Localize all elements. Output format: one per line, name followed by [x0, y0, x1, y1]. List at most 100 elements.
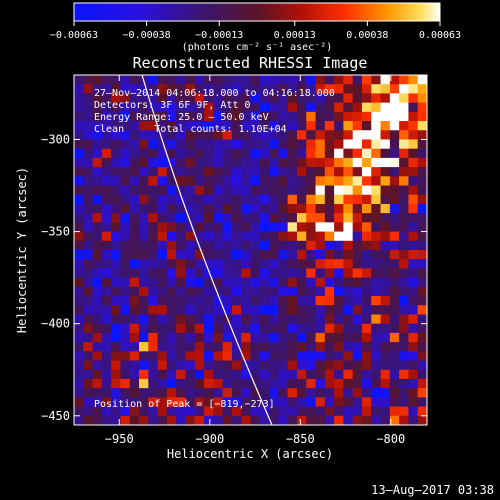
- heatmap-cell: [259, 194, 270, 205]
- heatmap-cell: [157, 139, 168, 150]
- heatmap-cell: [92, 351, 103, 362]
- heatmap-cell: [204, 75, 214, 85]
- heatmap-cell: [213, 93, 224, 104]
- heatmap-cell: [380, 415, 391, 425]
- heatmap-cell: [92, 75, 103, 85]
- heatmap-cell: [92, 268, 103, 279]
- heatmap-cell: [315, 139, 326, 150]
- heatmap-cell: [241, 305, 252, 316]
- heatmap-cell: [213, 130, 224, 141]
- heatmap-cell: [74, 369, 84, 380]
- heatmap-cell: [231, 167, 242, 177]
- heatmap-cell: [389, 121, 400, 131]
- heatmap-cell: [296, 231, 307, 242]
- heatmap-cell: [324, 194, 335, 205]
- heatmap-cell: [204, 378, 214, 389]
- heatmap-cell: [389, 415, 400, 425]
- heatmap-cell: [324, 139, 335, 150]
- heatmap-cell: [204, 342, 214, 352]
- heatmap-cell: [315, 176, 326, 187]
- heatmap-cell: [166, 121, 177, 131]
- heatmap-cell: [371, 75, 382, 85]
- heatmap-cell: [129, 323, 140, 334]
- heatmap-cell: [74, 342, 84, 352]
- heatmap-cell: [399, 75, 410, 85]
- heatmap-cell: [231, 231, 242, 242]
- heatmap-cell: [111, 351, 122, 362]
- heatmap-cell: [185, 148, 196, 159]
- heatmap-cell: [222, 406, 233, 417]
- heatmap-cell: [111, 93, 122, 104]
- heatmap-cell: [389, 167, 400, 177]
- heatmap-cell: [92, 360, 103, 371]
- heatmap-cell: [278, 406, 289, 417]
- heatmap-cell: [334, 397, 344, 408]
- heatmap-cell: [74, 157, 84, 168]
- heatmap-cell: [352, 102, 363, 113]
- heatmap-cell: [213, 388, 224, 398]
- heatmap-cell: [83, 305, 94, 316]
- heatmap-cell: [83, 277, 94, 288]
- heatmap-cell: [241, 342, 252, 352]
- heatmap-cell: [380, 314, 391, 325]
- heatmap-cell: [306, 93, 317, 104]
- heatmap-cell: [343, 240, 354, 251]
- heatmap-cell: [101, 139, 112, 150]
- heatmap-cell: [92, 240, 103, 251]
- heatmap-cell: [399, 213, 410, 223]
- heatmap-cell: [380, 406, 391, 417]
- heatmap-cell: [269, 378, 279, 389]
- heatmap-cell: [324, 148, 335, 159]
- heatmap-cell: [166, 388, 177, 398]
- heatmap-cell: [334, 305, 344, 316]
- heatmap-cell: [166, 111, 177, 122]
- heatmap-cell: [185, 351, 196, 362]
- heatmap-cell: [231, 240, 242, 251]
- heatmap-cell: [306, 167, 317, 177]
- heatmap-cell: [296, 185, 307, 196]
- heatmap-cell: [166, 250, 177, 260]
- heatmap-cell: [343, 111, 354, 122]
- heatmap-cell: [408, 231, 419, 242]
- heatmap-cell: [417, 314, 427, 325]
- y-axis-label: Heliocentric Y (arcsec): [15, 167, 29, 333]
- heatmap-cell: [315, 378, 326, 389]
- heatmap-cell: [315, 75, 326, 85]
- heatmap-cell: [139, 84, 149, 95]
- heatmap-cell: [399, 250, 410, 260]
- heatmap-cell: [278, 111, 289, 122]
- heatmap-cell: [371, 185, 382, 196]
- heatmap-cell: [287, 222, 298, 233]
- heatmap-cell: [259, 203, 270, 214]
- heatmap-cell: [83, 286, 94, 297]
- heatmap-cell: [129, 75, 140, 85]
- heatmap-cell: [231, 296, 242, 306]
- heatmap-cell: [92, 250, 103, 260]
- heatmap-cell: [306, 259, 317, 270]
- heatmap-cell: [361, 314, 372, 325]
- heatmap-cell: [306, 351, 317, 362]
- heatmap-cell: [139, 286, 149, 297]
- heatmap-cell: [241, 388, 252, 398]
- heatmap-cell: [343, 360, 354, 371]
- heatmap-cell: [83, 378, 94, 389]
- heatmap-cell: [157, 102, 168, 113]
- heatmap-cell: [278, 378, 289, 389]
- heatmap-cell: [296, 332, 307, 343]
- heatmap-cell: [241, 296, 252, 306]
- heatmap-cell: [389, 222, 400, 233]
- heatmap-cell: [343, 397, 354, 408]
- heatmap-cell: [361, 388, 372, 398]
- heatmap-cell: [315, 305, 326, 316]
- heatmap-cell: [222, 130, 233, 141]
- heatmap-cell: [408, 406, 419, 417]
- heatmap-cell: [380, 139, 391, 150]
- heatmap-cell: [222, 185, 233, 196]
- heatmap-cell: [139, 332, 149, 343]
- heatmap-cell: [148, 167, 159, 177]
- heatmap-cell: [380, 351, 391, 362]
- heatmap-cell: [111, 130, 122, 141]
- heatmap-cell: [315, 277, 326, 288]
- heatmap-cell: [296, 194, 307, 205]
- heatmap-cell: [278, 332, 289, 343]
